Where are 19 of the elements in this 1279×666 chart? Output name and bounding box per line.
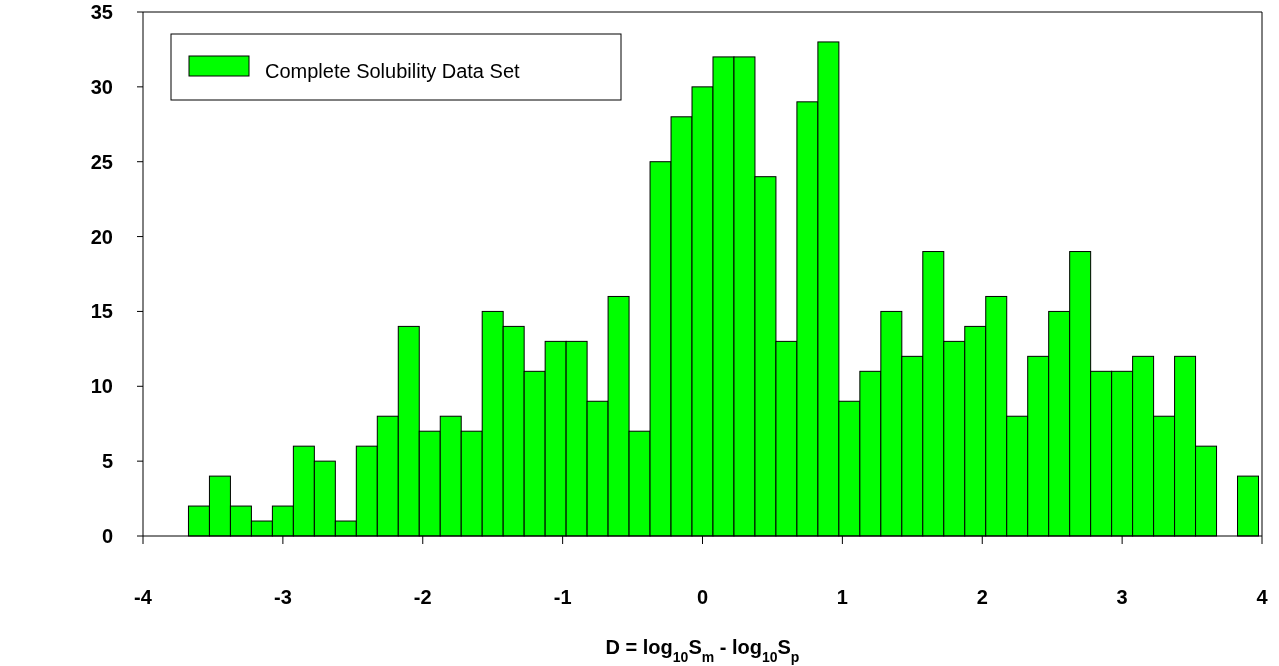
y-tick-label: 20 (90, 225, 113, 248)
y-tick-label: 15 (90, 300, 113, 323)
x-tick-label: -1 (553, 586, 572, 608)
x-tick-label: 0 (696, 586, 709, 608)
x-tick-label: -3 (273, 586, 292, 608)
x-tick-label: 1 (836, 586, 848, 608)
x-axis-title: D = log$_{10}$S$_{m}$ - log$_{10}$S$_{p}$ (605, 636, 800, 665)
y-tick-label: 10 (90, 375, 113, 398)
y-tick-label: 30 (90, 75, 113, 98)
y-tick-label: 35 (90, 1, 113, 23)
y-tick-label: 5 (101, 450, 113, 473)
x-tick-label: -4 (134, 586, 153, 608)
y-tick-label: 25 (90, 150, 113, 173)
x-tick-label: 2 (976, 586, 988, 608)
x-tick-label: 3 (1116, 586, 1128, 608)
y-tick-label: 0 (101, 525, 113, 547)
x-tick-label: 4 (1256, 586, 1269, 608)
x-tick-label: -2 (413, 586, 432, 608)
legend-label: Complete Solubility Data Set (265, 60, 521, 82)
